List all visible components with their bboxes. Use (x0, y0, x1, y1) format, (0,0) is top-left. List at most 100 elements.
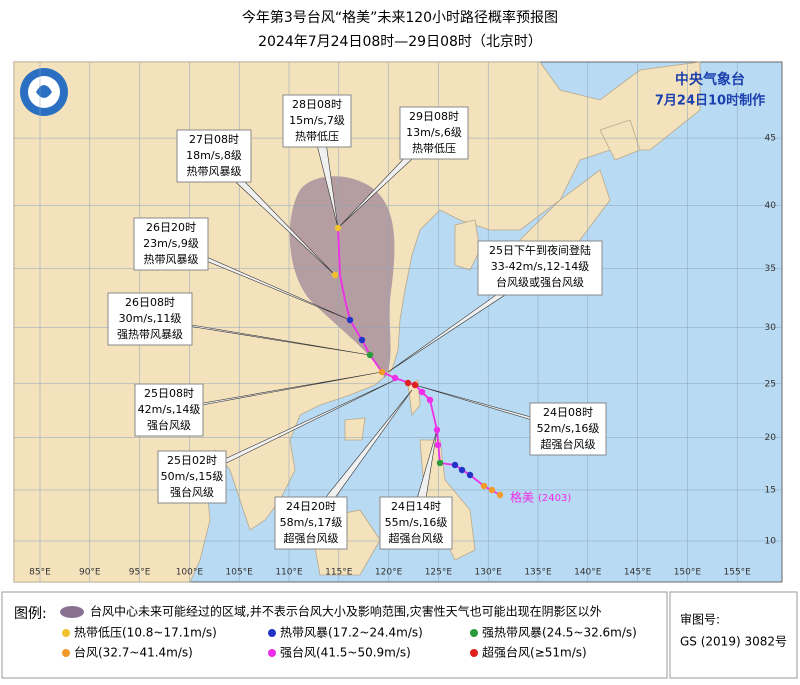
latitude-label: 40 (765, 201, 777, 211)
longitude-label: 90°E (79, 568, 101, 578)
cone-swatch (60, 606, 84, 618)
callout-line: 33-42m/s,12-14级 (491, 260, 590, 273)
callout-line: 强台风级 (170, 485, 214, 499)
track-point (391, 374, 399, 382)
callout-line: 超强台风级 (389, 531, 444, 545)
track-point (358, 336, 366, 344)
track-point (480, 482, 488, 490)
track-point (346, 316, 354, 324)
legend-title: 图例: (14, 606, 47, 622)
callout-line: 29日08时 (409, 110, 459, 123)
legend-label: 强台风(41.5~50.9m/s) (280, 645, 411, 660)
latitude-label: 10 (765, 536, 777, 546)
track-point (496, 491, 504, 499)
callout-line: 热带风暴级 (187, 165, 242, 178)
longitude-label: 110°E (275, 568, 303, 578)
cone-description: 台风中心未来可能经过的区域,并不表示台风大小及影响范围,灾害性天气也可能出现在阴… (90, 604, 602, 619)
callout-box (107, 292, 193, 346)
callouts: 28日08时15m/s,7级热带低压29日08时13m/s,6级热带低压27日0… (107, 94, 607, 550)
legend-swatch (62, 649, 70, 657)
callout-box (133, 217, 209, 271)
track-point (334, 224, 342, 232)
callout-line: 热带低压 (412, 142, 456, 155)
track-point (451, 461, 459, 469)
callout-line: 13m/s,6级 (406, 126, 462, 139)
callout-line: 15m/s,7级 (289, 114, 345, 127)
callout-line: 热带低压 (295, 130, 339, 143)
track-point (411, 381, 419, 389)
callout-line: 26日20时 (146, 221, 196, 234)
subtitle: 2024年7月24日08时—29日08时（北京时） (258, 34, 542, 50)
latitude-label: 45 (765, 134, 776, 144)
callout-line: 超强台风级 (284, 531, 339, 545)
latitude-label: 15 (765, 485, 776, 495)
callout-line: 26日08时 (125, 296, 175, 309)
track-point (366, 351, 374, 359)
legend-swatch (470, 649, 478, 657)
track-point (433, 426, 441, 434)
track-point (436, 459, 444, 467)
callout-line: 热带风暴级 (144, 253, 199, 266)
longitude-label: 130°E (475, 568, 503, 578)
agency-name: 中央气象台 (675, 71, 745, 88)
callout-line: 强热带风暴级 (117, 328, 183, 341)
callout-line: 24日08时 (543, 406, 593, 419)
longitude-label: 85°E (29, 568, 51, 578)
track-point (378, 368, 386, 376)
callout-box (477, 240, 603, 296)
track-point (488, 486, 496, 494)
callout-line: 52m/s,16级 (537, 422, 600, 435)
track-point (466, 471, 474, 479)
callout-line: 58m/s,17级 (280, 516, 343, 529)
track-point (426, 396, 434, 404)
callout-box (274, 496, 348, 550)
legend-box (1, 591, 668, 679)
track-point (331, 271, 339, 279)
callout-line: 50m/s,15级 (161, 470, 224, 483)
longitude-label: 155°E (724, 568, 752, 578)
callout-line: 25日08时 (144, 387, 194, 400)
legend-swatch (470, 629, 478, 637)
callout-box (157, 450, 227, 504)
longitude-label: 135°E (524, 568, 552, 578)
track-point (404, 379, 412, 387)
longitude-label: 125°E (425, 568, 453, 578)
longitude-label: 95°E (129, 568, 151, 578)
logo (20, 68, 68, 116)
storm-code: (2403) (538, 493, 571, 504)
longitude-label: 100°E (176, 568, 204, 578)
callout-box (282, 94, 352, 148)
latitude-label: 25 (765, 379, 776, 389)
legend-swatch (268, 629, 276, 637)
approval-number: GS (2019) 3082号 (680, 635, 787, 649)
grid: 85°E 90°E 95°E 100°E 105°E 110°E 115°E 120°E 125… (14, 62, 782, 582)
legend-label: 台风(32.7~41.4m/s) (74, 645, 193, 660)
legend-swatch (62, 629, 70, 637)
legend-label: 热带低压(10.8~17.1m/s) (74, 626, 217, 640)
callout-box (399, 106, 469, 160)
issued-time: 7月24日10时制作 (655, 93, 765, 109)
approval-label: 审图号: (680, 612, 720, 627)
longitude-label: 145°E (624, 568, 652, 578)
legend-items: 热带低压(10.8~17.1m/s) 热带风暴(17.2~24.4m/s) 强热带风… (62, 626, 637, 660)
track-point (458, 466, 466, 474)
title: 今年第3号台风“格美”未来120小时路径概率预报图 (242, 9, 558, 26)
callout-line: 42m/s,14级 (138, 403, 201, 416)
callout-line: 23m/s,9级 (143, 237, 199, 250)
callout-line: 55m/s,16级 (385, 516, 448, 529)
callout-line: 25日02时 (167, 454, 217, 467)
callout-box (529, 402, 607, 456)
legend-label: 热带风暴(17.2~24.4m/s) (280, 626, 423, 640)
callout-line: 超强台风级 (541, 437, 596, 451)
latitude-label: 30 (765, 323, 777, 333)
callout-line: 30m/s,11级 (119, 312, 182, 325)
track-point (434, 441, 442, 449)
latitude-label: 20 (765, 433, 777, 443)
track-point (418, 388, 426, 396)
track-points (331, 224, 504, 499)
longitude-label: 115°E (325, 568, 353, 578)
callout-line: 28日08时 (292, 98, 342, 111)
longitude-label: 150°E (674, 568, 702, 578)
approval-box (669, 591, 798, 679)
